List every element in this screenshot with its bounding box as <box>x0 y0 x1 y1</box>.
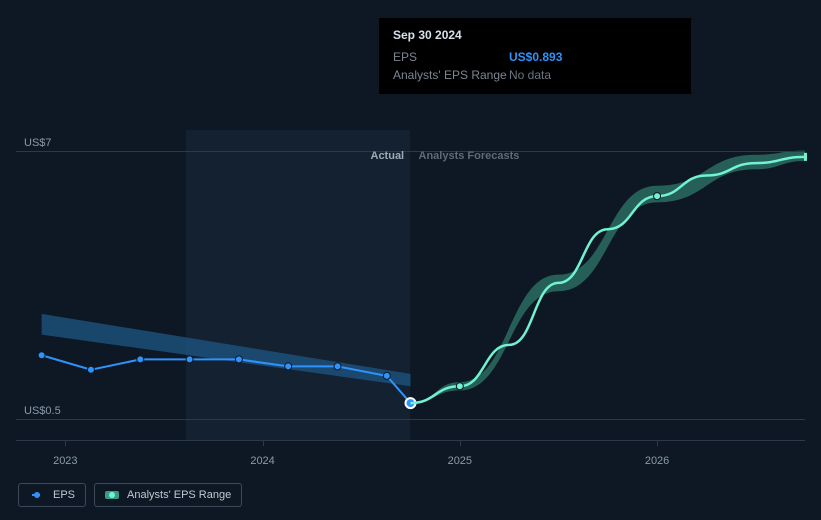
legend-item[interactable]: EPS <box>18 483 86 507</box>
eps-marker[interactable] <box>137 356 144 363</box>
legend-item[interactable]: Analysts' EPS Range <box>94 483 242 507</box>
x-axis-label: 2024 <box>250 455 274 467</box>
chart-tooltip: Sep 30 2024 EPSUS$0.893Analysts' EPS Ran… <box>379 18 691 94</box>
legend-label: Analysts' EPS Range <box>127 489 231 501</box>
eps-marker[interactable] <box>38 352 45 359</box>
forecast-range-area <box>411 151 806 403</box>
forecast-marker[interactable] <box>654 193 661 200</box>
chart-svg[interactable] <box>16 130 805 440</box>
forecast-marker[interactable] <box>456 383 463 390</box>
x-tick <box>65 440 66 446</box>
eps-marker[interactable] <box>285 363 292 370</box>
x-axis-label: 2023 <box>53 455 77 467</box>
tooltip-value: No data <box>509 66 551 84</box>
tooltip-row: Analysts' EPS RangeNo data <box>393 66 677 84</box>
eps-marker[interactable] <box>186 356 193 363</box>
x-axis-label: 2025 <box>448 455 472 467</box>
tooltip-title: Sep 30 2024 <box>393 28 677 42</box>
x-axis-label: 2026 <box>645 455 669 467</box>
eps-range-actual-area <box>42 314 411 386</box>
legend-label: EPS <box>53 489 75 501</box>
forecast-line <box>411 157 806 403</box>
forecast-endcap <box>804 153 807 161</box>
eps-marker[interactable] <box>235 356 242 363</box>
tooltip-rows: EPSUS$0.893Analysts' EPS RangeNo data <box>393 48 677 84</box>
x-tick <box>263 440 264 446</box>
forecast-section-label: Analysts Forecasts <box>419 150 520 162</box>
legend-swatch <box>105 491 119 499</box>
y-axis-label: US$7 <box>24 137 52 149</box>
eps-chart: US$0.5US$72023202420252026ActualAnalysts… <box>16 130 805 440</box>
tooltip-value: US$0.893 <box>509 48 562 66</box>
chart-legend: EPS Analysts' EPS Range <box>18 483 242 507</box>
y-gridline <box>16 419 805 420</box>
y-axis-label: US$0.5 <box>24 405 61 417</box>
eps-marker[interactable] <box>334 363 341 370</box>
eps-marker[interactable] <box>383 372 390 379</box>
tooltip-row: EPSUS$0.893 <box>393 48 677 66</box>
tooltip-key: Analysts' EPS Range <box>393 66 509 84</box>
y-gridline <box>16 151 805 152</box>
legend-swatch <box>29 494 45 496</box>
x-axis-line <box>16 440 805 441</box>
eps-line <box>42 355 411 403</box>
x-tick <box>657 440 658 446</box>
tooltip-key: EPS <box>393 48 509 66</box>
eps-marker[interactable] <box>87 366 94 373</box>
actual-section-label: Actual <box>371 150 405 162</box>
x-tick <box>460 440 461 446</box>
